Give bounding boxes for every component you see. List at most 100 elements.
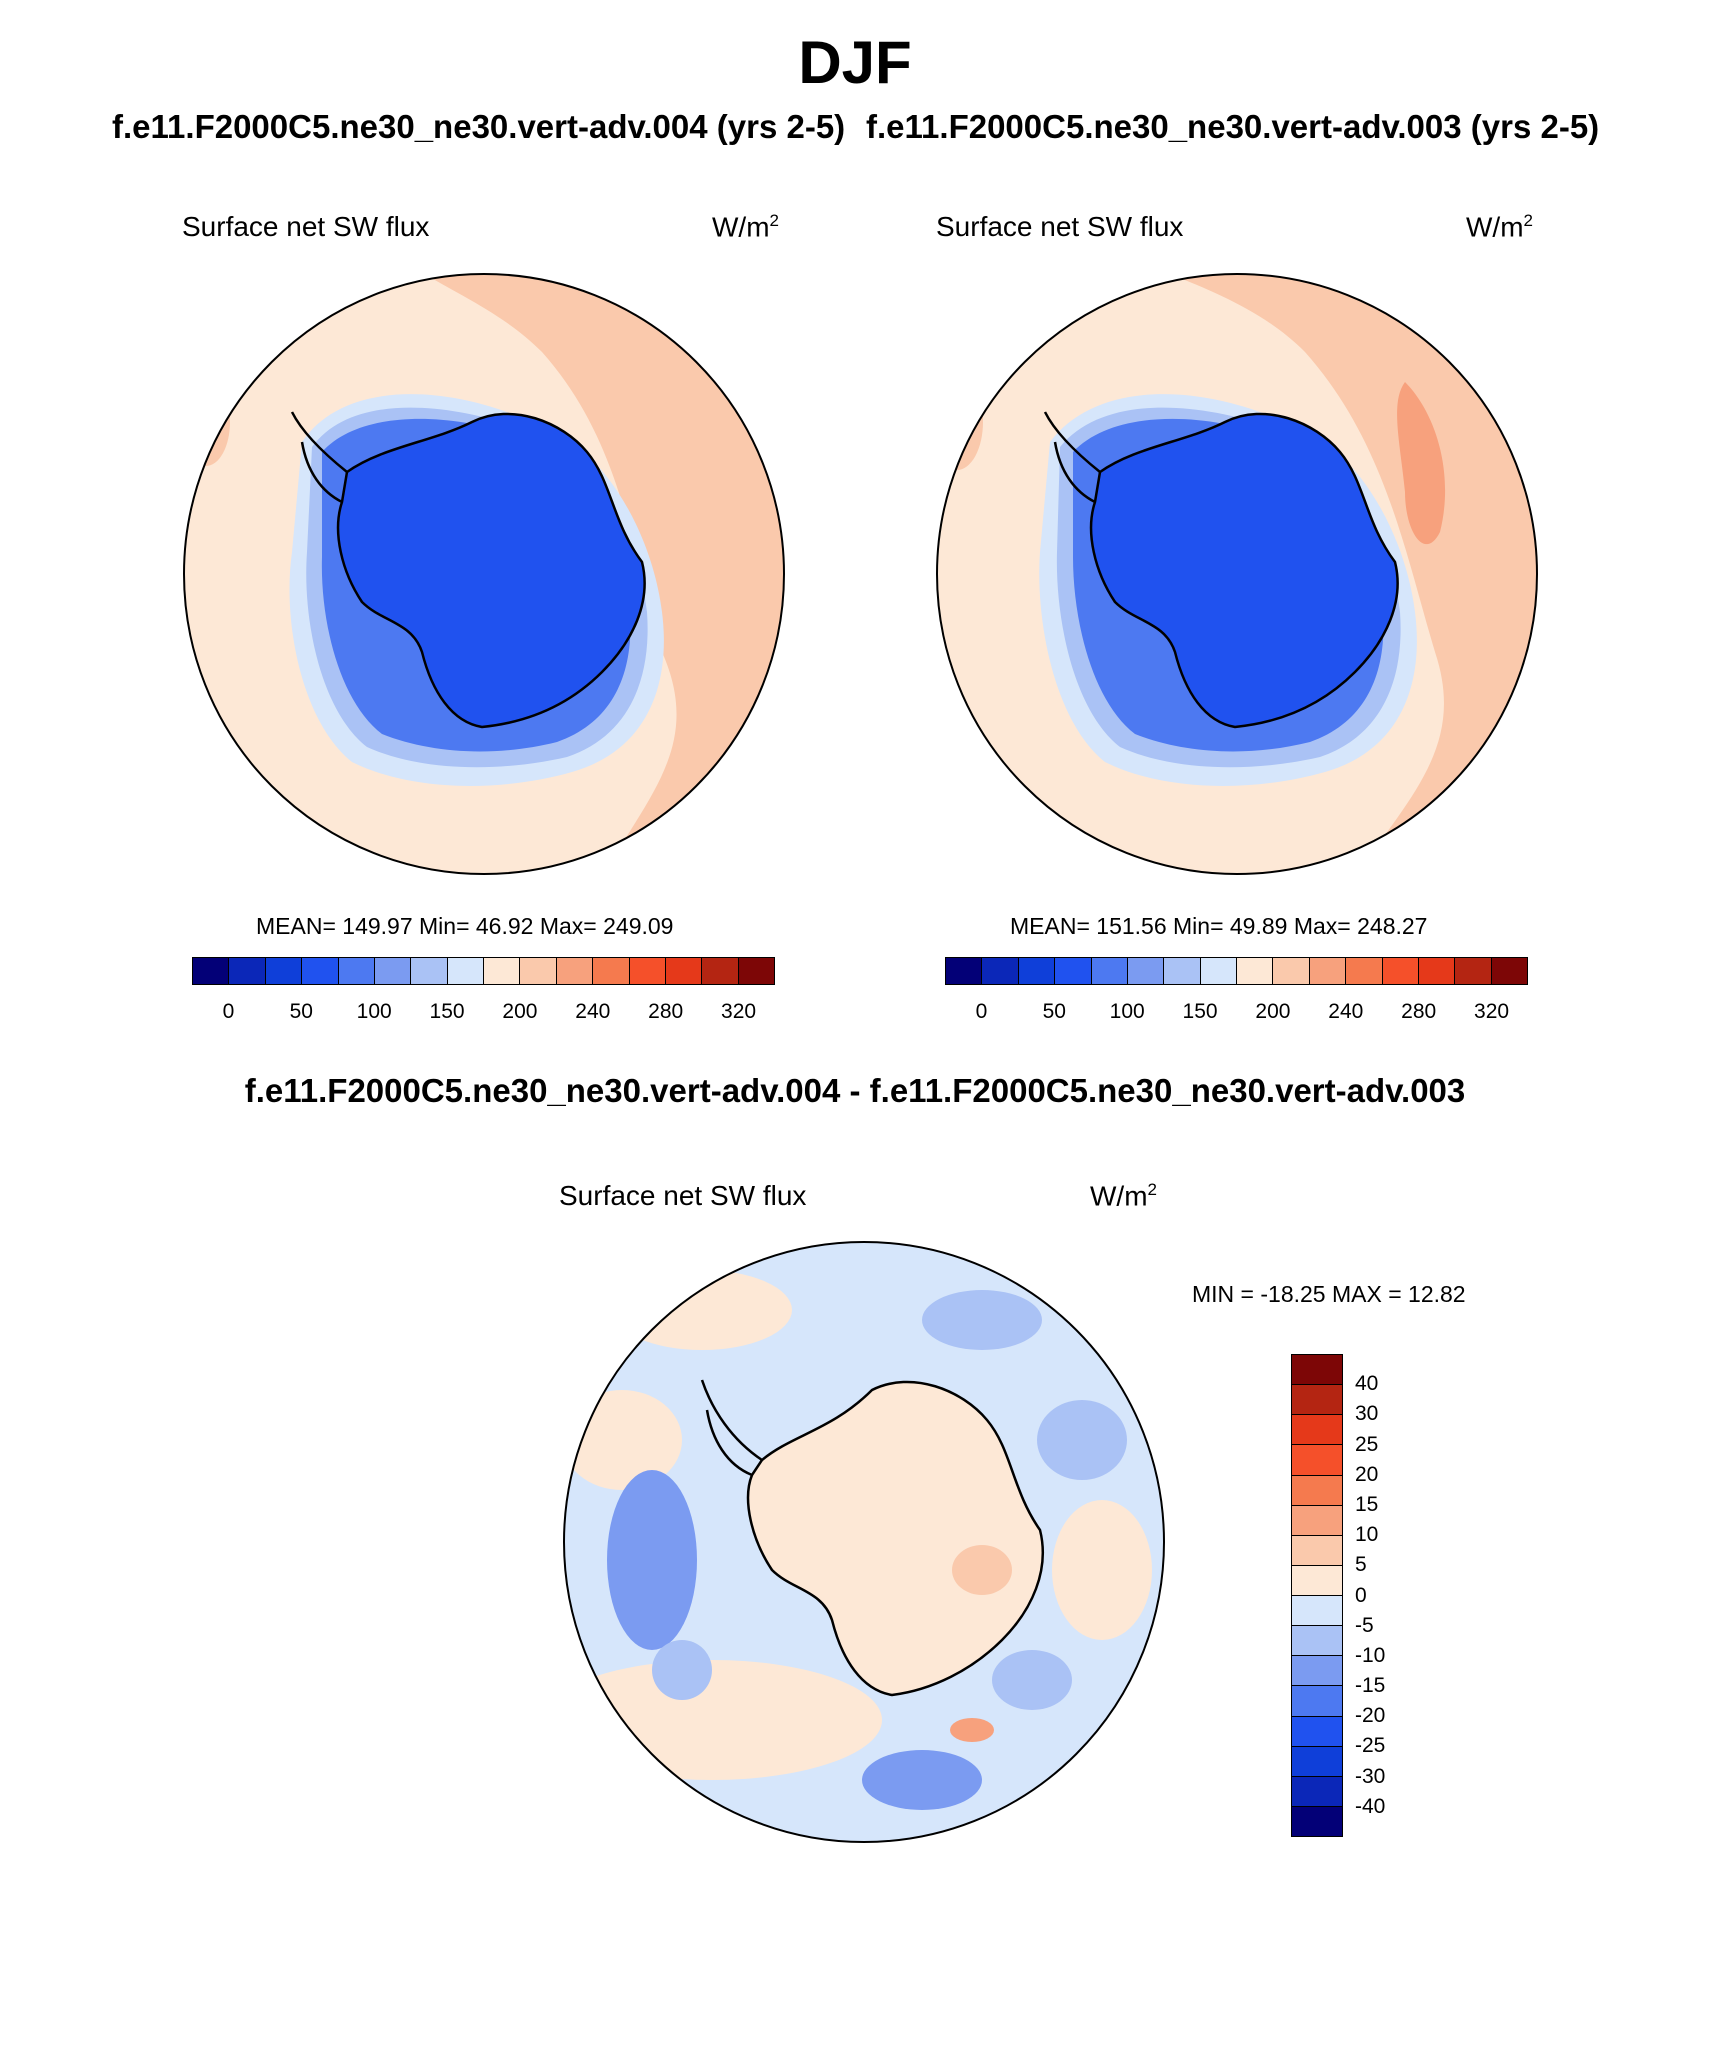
colorbar-tick-label: 0 xyxy=(222,1000,235,1023)
colorbar-tick-label: 200 xyxy=(502,1000,538,1023)
colorbar-swatch xyxy=(1292,1656,1342,1687)
colorbar-swatch xyxy=(229,958,266,984)
warm-sector xyxy=(1165,274,1537,874)
colorbar-swatch xyxy=(302,958,339,984)
map-border xyxy=(936,273,1538,875)
cool-patch xyxy=(1037,1400,1127,1480)
diff-variable-label: Surface net SW flux xyxy=(559,1180,807,1211)
colorbar-swatch xyxy=(1491,958,1527,984)
cool-patch xyxy=(607,1470,697,1650)
colorbar-tick-label: 0 xyxy=(1355,1583,1367,1607)
colorbar-swatch xyxy=(447,958,484,984)
colorbar-swatch xyxy=(982,958,1019,984)
colorbar-swatch xyxy=(629,958,666,984)
left-colorbar xyxy=(192,957,775,985)
colorbar-swatch xyxy=(1055,958,1092,984)
colorbar-swatch xyxy=(1200,958,1237,984)
colorbar-swatch xyxy=(1455,958,1492,984)
colorbar-tick-label: -20 xyxy=(1355,1704,1386,1728)
colorbar-tick-label: -5 xyxy=(1355,1613,1374,1637)
left-units-label: W/m2 xyxy=(712,211,779,243)
colorbar-swatch xyxy=(1309,958,1347,984)
difference-polar-map xyxy=(563,1241,1165,1843)
colorbar-tick-label: 100 xyxy=(1109,1000,1145,1023)
colorbar-swatch xyxy=(374,958,412,984)
colorbar-swatch xyxy=(702,958,739,984)
warm-patch xyxy=(1052,1500,1152,1640)
colorbar-tick-label: 150 xyxy=(429,1000,465,1023)
colorbar-tick-label: 50 xyxy=(289,1000,313,1023)
colorbar-tick-label: 5 xyxy=(1355,1553,1367,1577)
colorbar-tick-label: 320 xyxy=(721,1000,757,1023)
colorbar-tick-label: 100 xyxy=(356,1000,392,1023)
antarctica-fill xyxy=(748,1381,1043,1695)
colorbar-swatch xyxy=(1292,1475,1342,1506)
colorbar-swatch xyxy=(1292,1535,1342,1566)
colorbar-swatch xyxy=(1237,958,1274,984)
antarctica-coastline xyxy=(336,412,646,729)
colorbar-swatch xyxy=(1292,1746,1342,1777)
warm-patch xyxy=(184,378,230,466)
colorbar-swatch xyxy=(1292,1355,1342,1386)
left-case-title: f.e11.F2000C5.ne30_ne30.vert-adv.004 (yr… xyxy=(112,108,846,145)
colorbar-tick-label: 0 xyxy=(975,1000,988,1023)
map-border xyxy=(563,1241,1165,1843)
cool-patch xyxy=(862,1750,982,1810)
colorbar-swatch xyxy=(265,958,303,984)
colorbar-tick-label: 280 xyxy=(648,1000,684,1023)
left-colorbar-labels: 0 50 100 150 200 240 280 320 xyxy=(192,1000,775,1030)
antarctica-coastline xyxy=(746,1380,1044,1697)
colorbar-tick-label: 20 xyxy=(1355,1462,1379,1486)
colorbar-swatch xyxy=(1292,1776,1342,1807)
right-polar-map xyxy=(936,273,1538,875)
colorbar-swatch xyxy=(1292,1626,1342,1657)
colorbar-tick-label: 280 xyxy=(1401,1000,1437,1023)
colorbar-tick-label: 240 xyxy=(575,1000,611,1023)
colorbar-swatch xyxy=(520,958,557,984)
colorbar-swatch xyxy=(1346,958,1383,984)
colorbar-swatch xyxy=(1091,958,1128,984)
colorbar-tick-label: 30 xyxy=(1355,1402,1379,1426)
colorbar-tick-label: -15 xyxy=(1355,1674,1386,1698)
right-colorbar-labels: 0 50 100 150 200 240 280 320 xyxy=(945,1000,1528,1030)
colorbar-swatch xyxy=(1292,1505,1342,1536)
colorbar-tick-label: 200 xyxy=(1255,1000,1291,1023)
colorbar-swatch xyxy=(338,958,375,984)
colorbar-tick-label: 25 xyxy=(1355,1432,1379,1456)
left-polar-map xyxy=(183,273,785,875)
antarctica-fill xyxy=(1091,413,1398,727)
colorbar-swatch xyxy=(1292,1806,1342,1836)
antarctica-coastline xyxy=(1089,412,1399,729)
colorbar-swatch xyxy=(1292,1716,1342,1747)
diff-stats: MIN = -18.25 MAX = 12.82 xyxy=(1192,1281,1466,1307)
colorbar-tick-label: 240 xyxy=(1328,1000,1364,1023)
peninsula-coastline xyxy=(290,411,348,504)
colorbar-swatch xyxy=(1018,958,1056,984)
colorbar-swatch xyxy=(1164,958,1201,984)
colorbar-swatch xyxy=(1382,958,1419,984)
diff-units-label: W/m2 xyxy=(1090,1180,1157,1212)
colorbar-tick-label: 40 xyxy=(1355,1372,1379,1396)
colorbar-tick-label: -30 xyxy=(1355,1764,1386,1788)
warm-sector xyxy=(422,274,784,874)
map-border xyxy=(183,273,785,875)
right-stats: MEAN= 151.56 Min= 49.89 Max= 248.27 xyxy=(1010,913,1428,939)
warm-streak xyxy=(1397,382,1446,545)
colorbar-swatch xyxy=(1273,958,1310,984)
right-colorbar xyxy=(945,957,1528,985)
cool-patch xyxy=(922,1290,1042,1350)
warm-patch xyxy=(952,1545,1012,1595)
colorbar-tick-label: -40 xyxy=(1355,1794,1386,1818)
colorbar-swatch xyxy=(593,958,630,984)
colorbar-tick-label: 150 xyxy=(1182,1000,1218,1023)
colorbar-tick-label: -10 xyxy=(1355,1643,1386,1667)
colorbar-swatch xyxy=(193,958,230,984)
difference-title: f.e11.F2000C5.ne30_ne30.vert-adv.004 - f… xyxy=(244,1072,1466,1109)
colorbar-swatch xyxy=(1418,958,1456,984)
left-stats: MEAN= 149.97 Min= 46.92 Max= 249.09 xyxy=(256,913,674,939)
colorbar-swatch xyxy=(411,958,448,984)
colorbar-swatch xyxy=(1292,1686,1342,1717)
colorbar-swatch xyxy=(1292,1565,1342,1596)
colorbar-swatch xyxy=(484,958,521,984)
colorbar-tick-label: 320 xyxy=(1474,1000,1510,1023)
